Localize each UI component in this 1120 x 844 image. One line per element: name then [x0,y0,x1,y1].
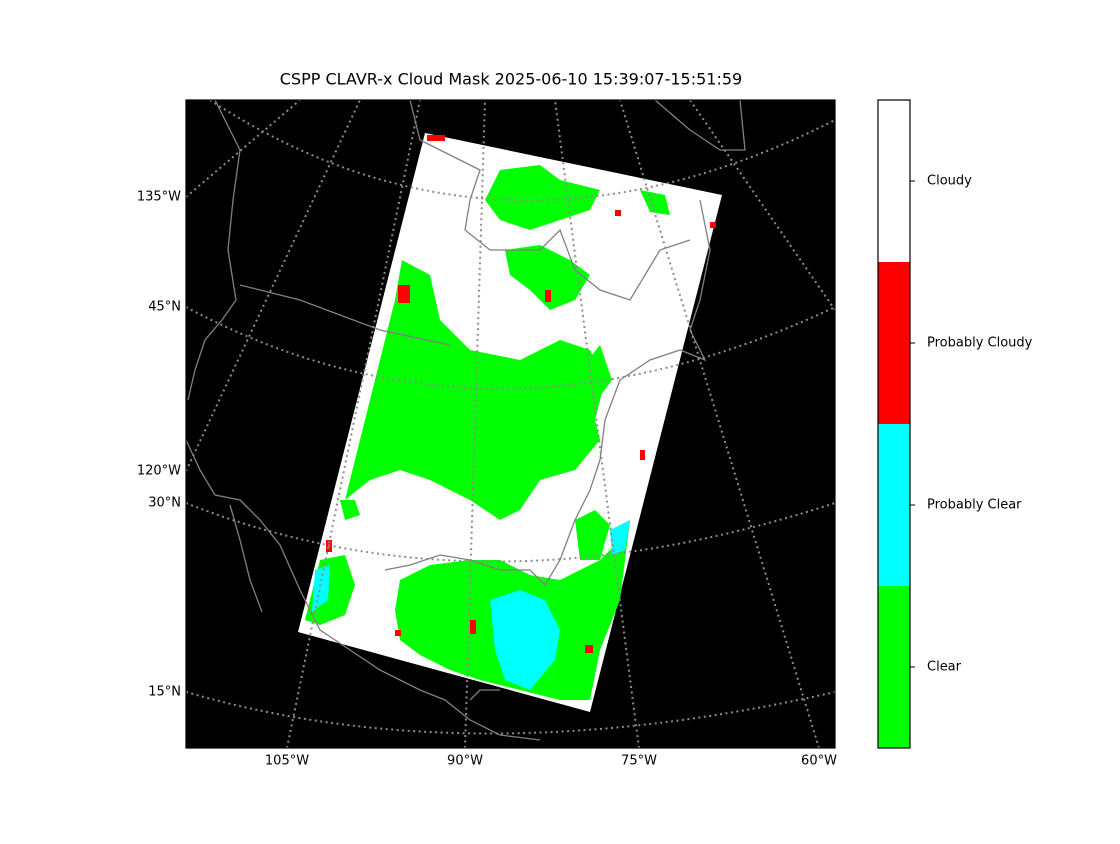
lat-lon-label: 30°N [148,496,181,511]
meridian [689,100,835,311]
colorbar-label: Probably Cloudy [927,336,1033,351]
coastline [384,199,711,587]
lat-lon-label: 45°N [148,300,181,315]
title: CSPP CLAVR-x Cloud Mask 2025-06-10 15:39… [280,70,742,89]
border [239,284,500,701]
map-frame [185,99,836,749]
colorbar-label: Probably Clear [927,498,1022,513]
coastline [229,504,263,613]
colorbar-segment [878,424,910,586]
colorbar-segment [878,100,910,262]
lat-lon-label: 135°W [137,190,181,205]
lon-label: 105°W [265,754,309,769]
meridian [286,100,421,748]
coastline [654,100,746,151]
parallel [186,502,835,563]
lat-lon-label: 15°N [148,685,181,700]
coastline [186,100,541,741]
colorbar-segment [878,262,910,424]
lat-lon-label: 120°W [137,464,181,479]
lon-label: 60°W [801,754,837,769]
parallel [209,100,835,202]
lon-label: 90°W [447,754,483,769]
colorbar-label: Clear [927,660,962,675]
colorbar-segment [878,586,910,748]
map [185,99,836,749]
meridian [464,100,486,748]
meridian [554,100,640,748]
coastline [409,100,691,301]
colorbar-label: Cloudy [927,174,972,189]
parallel [186,691,835,735]
probably-clear-areas [312,520,630,690]
colorbar: Clear Probably Clear Probably Cloudy Cloudy [877,99,1033,749]
lon-label: 75°W [621,754,657,769]
meridian [186,100,361,472]
colorbar-frame [877,99,911,749]
map-labels: 135°W 45°N 120°W 30°N 15°N 105°W 90°W 75°W 60°W [137,190,837,769]
